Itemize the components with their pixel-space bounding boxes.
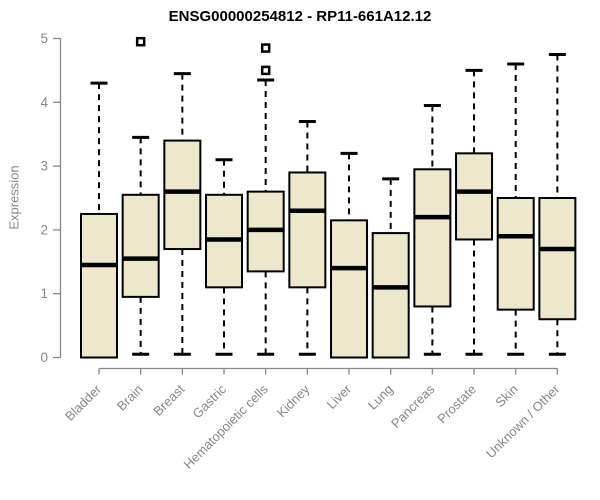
box bbox=[330, 219, 369, 359]
x-category-label: Unknown / Other bbox=[483, 381, 563, 461]
outlier-point bbox=[260, 65, 271, 76]
box bbox=[455, 152, 494, 241]
x-category-label: Gastric bbox=[189, 381, 229, 421]
y-tick-label: 1 bbox=[40, 286, 48, 301]
x-category-label: Lung bbox=[365, 382, 396, 413]
box bbox=[163, 139, 202, 251]
y-tick-label: 3 bbox=[40, 159, 48, 174]
x-category-label: Liver bbox=[324, 381, 355, 412]
x-category-label: Bladder bbox=[62, 381, 105, 424]
y-tick-label: 5 bbox=[40, 31, 48, 46]
outlier-point bbox=[135, 36, 146, 47]
y-tick-label: 4 bbox=[40, 95, 48, 110]
box bbox=[80, 212, 118, 359]
x-category-label: Breast bbox=[150, 381, 187, 418]
y-tick-label: 2 bbox=[40, 222, 48, 237]
box bbox=[496, 197, 535, 311]
box bbox=[371, 232, 410, 359]
box bbox=[413, 168, 452, 308]
outlier-point bbox=[260, 43, 271, 53]
x-category-label: Kidney bbox=[274, 381, 313, 420]
y-tick-label: 0 bbox=[40, 350, 48, 365]
x-category-label: Prostate bbox=[434, 382, 479, 427]
x-category-label: Brain bbox=[114, 382, 146, 414]
box bbox=[288, 171, 327, 289]
chart-title: ENSG00000254812 - RP11-661A12.12 bbox=[168, 8, 432, 25]
x-category-label: Skin bbox=[492, 382, 520, 410]
box bbox=[121, 193, 160, 298]
x-category-label: Pancreas bbox=[388, 381, 438, 431]
box bbox=[538, 197, 577, 321]
